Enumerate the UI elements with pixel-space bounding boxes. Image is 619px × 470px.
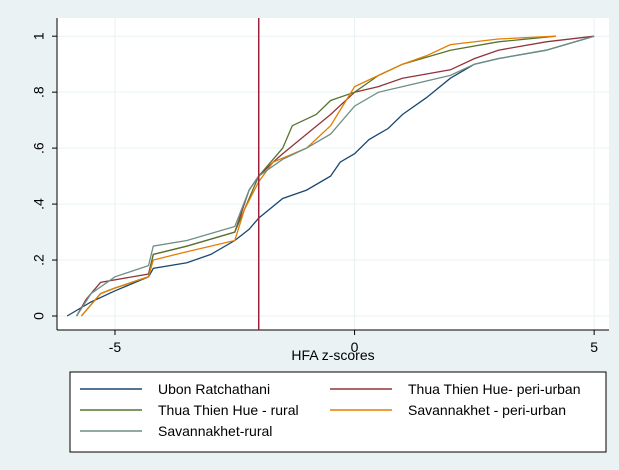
series-line bbox=[66, 35, 595, 317]
series-line bbox=[76, 35, 595, 317]
x-axis-label: HFA z-scores bbox=[291, 347, 374, 363]
legend-label: Savannakhet - peri-urban bbox=[408, 402, 566, 418]
y-tick-label: 1 bbox=[31, 32, 47, 40]
series-line bbox=[80, 35, 556, 317]
x-tick-label: 5 bbox=[590, 339, 598, 355]
x-tick-label: -5 bbox=[109, 339, 122, 355]
plot-area bbox=[57, 18, 609, 330]
legend-label: Thua Thien Hue- peri-urban bbox=[408, 381, 581, 397]
y-tick-label: .2 bbox=[31, 254, 47, 266]
legend-label: Thua Thien Hue - rural bbox=[158, 402, 299, 418]
y-tick-label: .4 bbox=[31, 198, 47, 210]
legend-label: Ubon Ratchathani bbox=[158, 381, 270, 397]
legend bbox=[69, 371, 607, 453]
legend-label: Savannakhet-rural bbox=[158, 423, 272, 439]
y-tick-label: 0 bbox=[31, 312, 47, 320]
y-tick-label: .6 bbox=[31, 142, 47, 154]
x-tick-label: 0 bbox=[351, 339, 359, 355]
y-tick-label: .8 bbox=[31, 86, 47, 98]
